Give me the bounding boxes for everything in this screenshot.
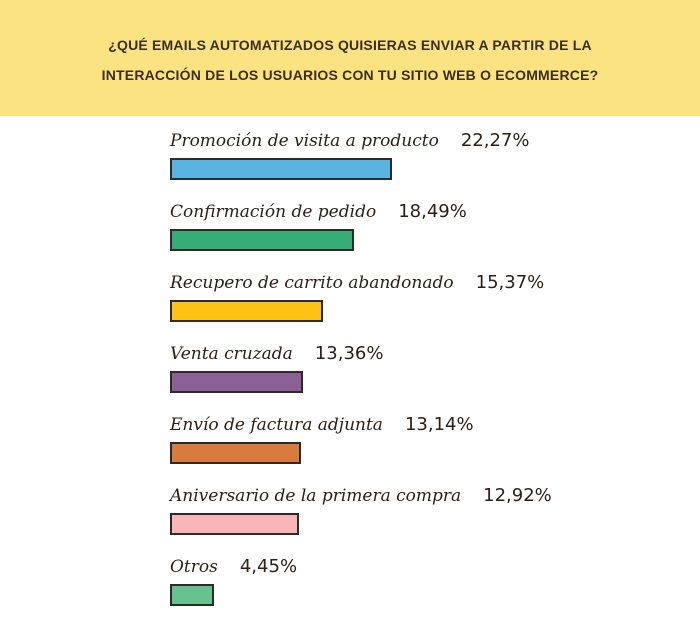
value-label: 13,14% [404,414,474,435]
bar [170,442,301,464]
category-label: Recupero de carrito abandonado [170,273,454,293]
value-label: 13,36% [314,343,384,364]
bar [170,229,354,251]
chart-title-line-1: ¿QUÉ EMAILS AUTOMATIZADOS QUISIERAS ENVI… [108,37,592,53]
bar [170,300,323,322]
value-label: 12,92% [483,485,552,506]
bar-label: Venta cruzada 13,36% [170,343,383,364]
bar [170,371,303,393]
bar [170,158,392,180]
category-label: Venta cruzada [170,344,293,364]
bar-label: Promoción de visita a producto 22,27% [170,130,529,151]
category-label: Otros [170,557,218,577]
bar-label: Recupero de carrito abandonado 15,37% [170,272,544,293]
value-label: 4,45% [239,556,298,577]
value-label: 22,27% [460,130,530,151]
chart-title-line-2: INTERACCIÓN DE LOS USUARIOS CON TU SITIO… [101,67,599,83]
category-label: Promoción de visita a producto [170,131,439,151]
bar [170,513,299,535]
category-label: Envío de factura adjunta [170,415,383,435]
bar [170,584,214,606]
category-label: Confirmación de pedido [170,202,377,222]
category-label: Aniversario de la primera compra [170,486,462,506]
value-label: 18,49% [398,201,467,222]
bar-label: Otros 4,45% [170,556,297,577]
bar-label: Envío de factura adjunta 13,14% [170,414,474,435]
bar-label: Confirmación de pedido 18,49% [170,201,467,222]
value-label: 15,37% [475,272,545,293]
bar-label: Aniversario de la primera compra 12,92% [170,485,552,506]
header-banner: ¿QUÉ EMAILS AUTOMATIZADOS QUISIERAS ENVI… [0,0,700,116]
